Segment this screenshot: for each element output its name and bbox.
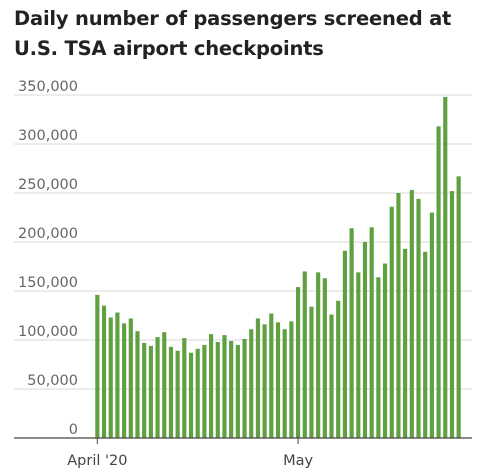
bar <box>349 228 354 438</box>
bar <box>148 345 153 438</box>
y-tick-label: 100,000 <box>18 324 78 340</box>
y-tick-label: 200,000 <box>18 226 78 242</box>
bar <box>362 242 368 438</box>
bar <box>456 176 461 438</box>
bar <box>195 348 200 438</box>
bar <box>122 323 127 438</box>
y-tick-label: 50,000 <box>27 373 78 389</box>
bar <box>409 190 414 438</box>
bar <box>142 342 147 438</box>
bar <box>296 287 301 438</box>
bar <box>108 317 113 438</box>
bar <box>403 248 408 438</box>
bar <box>436 126 441 439</box>
bar <box>275 322 281 438</box>
bar <box>369 227 374 438</box>
bar <box>235 344 240 438</box>
bar <box>382 263 388 438</box>
bar <box>282 329 287 438</box>
bar <box>222 335 227 438</box>
bar <box>128 318 133 438</box>
bar <box>322 278 327 438</box>
bar <box>135 331 140 438</box>
bar <box>316 272 321 438</box>
bar <box>115 312 120 438</box>
bar <box>202 344 207 438</box>
bar <box>229 340 234 438</box>
bar <box>101 305 107 438</box>
x-axis-tick-labels: April '20 May <box>67 438 313 469</box>
bar <box>416 198 421 438</box>
bar <box>302 271 307 438</box>
bar <box>249 329 254 438</box>
bar <box>329 314 334 438</box>
bar <box>168 346 174 438</box>
bar <box>423 251 428 438</box>
bar <box>443 96 448 439</box>
bar <box>95 294 100 438</box>
bar <box>162 332 167 438</box>
y-tick-label: 300,000 <box>18 128 78 144</box>
bar <box>342 250 347 438</box>
bar <box>449 191 455 438</box>
bar <box>396 193 401 438</box>
x-tick-label: April '20 <box>67 453 127 469</box>
bar <box>389 206 394 438</box>
bar <box>336 300 341 438</box>
bar <box>155 337 160 438</box>
bar <box>182 338 187 438</box>
bars <box>95 96 461 439</box>
bar <box>188 352 194 438</box>
bar <box>175 350 180 438</box>
y-tick-label: 350,000 <box>18 79 78 95</box>
bar <box>209 334 214 438</box>
bar <box>262 324 267 438</box>
bar <box>309 306 314 438</box>
y-tick-label: 150,000 <box>18 275 78 291</box>
x-tick-label: May <box>283 453 313 469</box>
bar <box>376 277 381 438</box>
gridlines <box>14 94 472 390</box>
bar <box>255 318 260 438</box>
y-tick-label: 250,000 <box>18 177 78 193</box>
y-axis-tick-labels: 0 50,000 100,000 150,000 200,000 250,000 300,0… <box>18 79 78 438</box>
bar <box>242 339 247 438</box>
bar <box>356 272 361 438</box>
bar <box>289 321 294 438</box>
chart-title: Daily number of passengers screened at U… <box>14 7 452 60</box>
bar <box>269 313 274 438</box>
y-tick-label: 0 <box>69 422 78 438</box>
bar <box>215 341 220 438</box>
bar <box>429 212 434 438</box>
